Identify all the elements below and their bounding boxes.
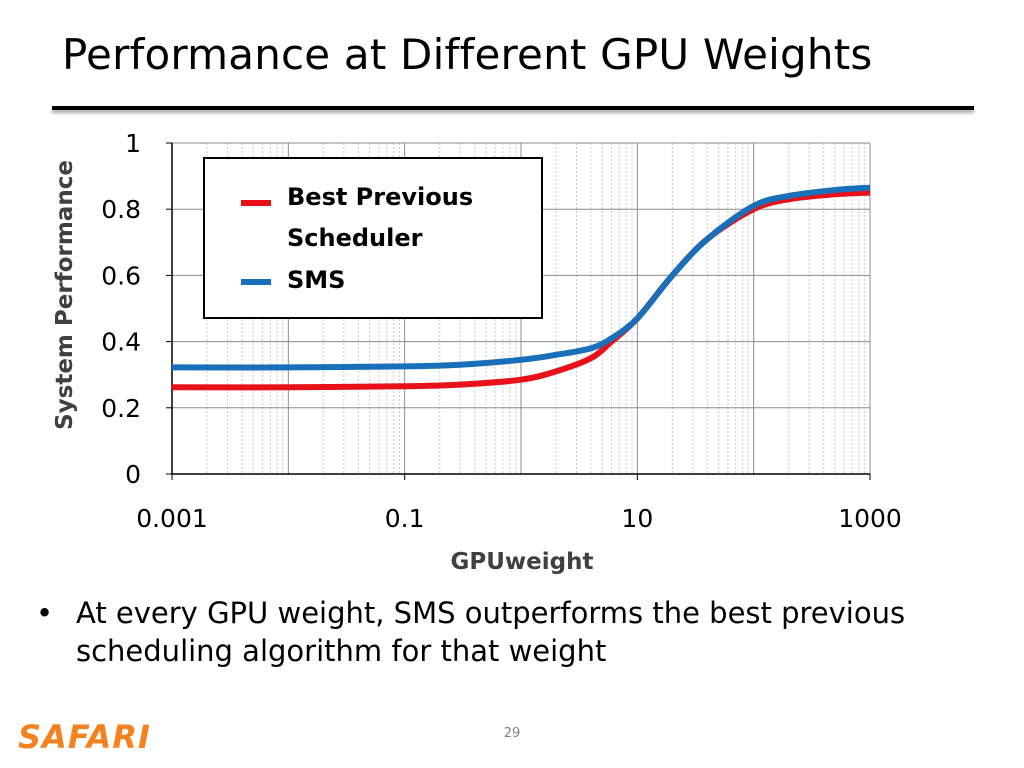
bullet-point: • At every GPU weight, SMS outperforms t… bbox=[36, 594, 996, 670]
title-divider bbox=[52, 106, 974, 110]
chart-tick-labels: 0 0.2 0.4 0.6 0.8 1 0.001 0.1 10 1000 bbox=[101, 129, 902, 533]
series-line-best-previous-scheduler bbox=[171, 189, 871, 391]
y-tick-label: 0.4 bbox=[101, 328, 141, 357]
series-line-sms bbox=[171, 184, 871, 371]
legend-label-sms: SMS bbox=[287, 266, 345, 294]
y-axis-label: System Performance bbox=[52, 160, 78, 430]
y-tick-label: 0.2 bbox=[101, 394, 141, 423]
bullet-text: At every GPU weight, SMS outperforms the… bbox=[76, 596, 906, 668]
y-tick-label: 0 bbox=[125, 460, 141, 489]
legend-label-best-previous: Best Previous Scheduler bbox=[287, 183, 481, 252]
page-number: 29 bbox=[503, 726, 521, 741]
x-tick-label: 10 bbox=[621, 504, 653, 533]
legend-box bbox=[203, 157, 543, 319]
bullet-marker: • bbox=[36, 596, 54, 630]
y-tick-label: 0.8 bbox=[101, 195, 141, 224]
chart-legend: Best Previous Scheduler SMS bbox=[203, 157, 543, 319]
y-tick-label: 0.6 bbox=[101, 261, 141, 290]
slide-title: Performance at Different GPU Weights bbox=[62, 30, 873, 79]
x-tick-label: 0.1 bbox=[385, 504, 425, 533]
x-axis-label: GPUweight bbox=[451, 549, 594, 575]
safari-logo: SAFARI bbox=[18, 718, 151, 756]
chart-axes bbox=[166, 142, 871, 480]
x-tick-label: 0.001 bbox=[136, 504, 208, 533]
chart-series bbox=[171, 184, 871, 391]
performance-chart: 0 0.2 0.4 0.6 0.8 1 0.001 0.1 10 1000 System Perf… bbox=[52, 129, 902, 575]
y-tick-label: 1 bbox=[125, 129, 141, 158]
x-tick-label: 1000 bbox=[838, 504, 902, 533]
